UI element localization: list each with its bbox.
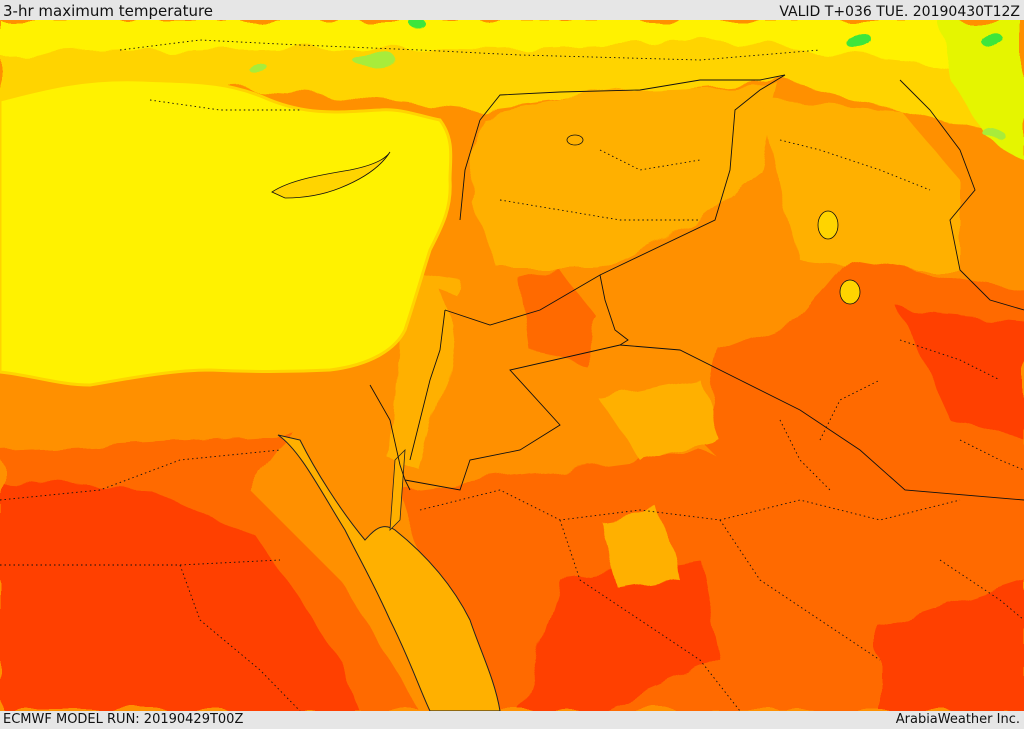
- credit-label: ArabiaWeather Inc.: [895, 712, 1020, 727]
- country-borders: [369, 74, 1024, 501]
- temperature-map[interactable]: [0, 20, 1024, 711]
- footer-bar: ECMWF MODEL RUN: 20190429T00Z ArabiaWeat…: [0, 711, 1024, 729]
- cyprus: [271, 151, 391, 199]
- lake-assad: [566, 134, 584, 146]
- temperature-field: [0, 20, 1024, 711]
- model-run-label: ECMWF MODEL RUN: 20190429T00Z: [3, 712, 244, 727]
- header-bar: 3-hr maximum temperature VALID T+036 TUE…: [0, 0, 1024, 20]
- lake-razzaza: [839, 279, 861, 305]
- valid-time-label: VALID T+036 TUE. 20190430T12Z: [779, 4, 1020, 20]
- red-sea: [277, 434, 501, 711]
- lake-tharthar: [817, 210, 839, 240]
- internal-borders: [0, 39, 1024, 711]
- map-title: 3-hr maximum temperature: [3, 2, 214, 20]
- mediterranean-sea: [0, 78, 453, 387]
